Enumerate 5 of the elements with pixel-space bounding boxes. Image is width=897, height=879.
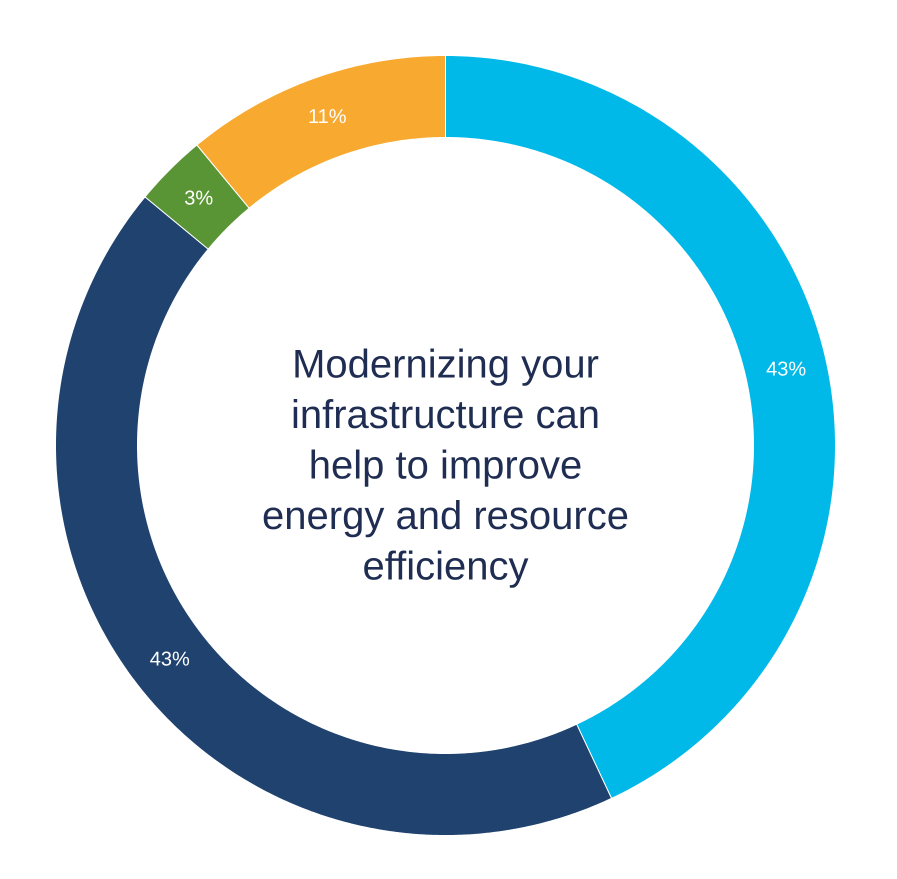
text: Modernizing your infrastructure can help to improve energy and resource efficiency	[262, 342, 629, 589]
data-label: 11%	[308, 106, 347, 128]
data-label: 43%	[766, 358, 806, 380]
data-label: 43%	[150, 648, 190, 670]
data-label: 3%	[184, 188, 214, 210]
